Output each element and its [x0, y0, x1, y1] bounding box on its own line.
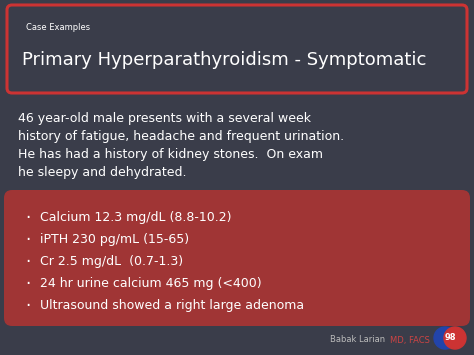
Text: history of fatigue, headache and frequent urination.: history of fatigue, headache and frequen… — [18, 130, 344, 143]
Text: Cr 2.5 mg/dL  (0.7-1.3): Cr 2.5 mg/dL (0.7-1.3) — [40, 256, 183, 268]
FancyBboxPatch shape — [7, 5, 467, 93]
Text: Case Examples: Case Examples — [26, 23, 90, 33]
Text: iPTH 230 pg/mL (15-65): iPTH 230 pg/mL (15-65) — [40, 234, 189, 246]
FancyBboxPatch shape — [4, 190, 470, 326]
Circle shape — [434, 327, 456, 349]
Text: ·: · — [26, 209, 31, 227]
Text: Babak Larian: Babak Larian — [330, 335, 388, 344]
Text: MD, FACS: MD, FACS — [390, 335, 430, 344]
Text: ·: · — [26, 253, 31, 271]
Text: Primary Hyperparathyroidism - Symptomatic: Primary Hyperparathyroidism - Symptomati… — [22, 51, 427, 69]
Text: ·: · — [26, 297, 31, 315]
Text: 24 hr urine calcium 465 mg (<400): 24 hr urine calcium 465 mg (<400) — [40, 278, 262, 290]
Text: Calcium 12.3 mg/dL (8.8-10.2): Calcium 12.3 mg/dL (8.8-10.2) — [40, 212, 231, 224]
Text: Ultrasound showed a right large adenoma: Ultrasound showed a right large adenoma — [40, 300, 304, 312]
Circle shape — [444, 327, 466, 349]
Text: 46 year-old male presents with a several week: 46 year-old male presents with a several… — [18, 112, 311, 125]
Text: ·: · — [26, 275, 31, 293]
Text: he sleepy and dehydrated.: he sleepy and dehydrated. — [18, 166, 186, 179]
Text: 98: 98 — [444, 333, 456, 343]
Text: ·: · — [26, 231, 31, 249]
Text: He has had a history of kidney stones.  On exam: He has had a history of kidney stones. O… — [18, 148, 323, 161]
